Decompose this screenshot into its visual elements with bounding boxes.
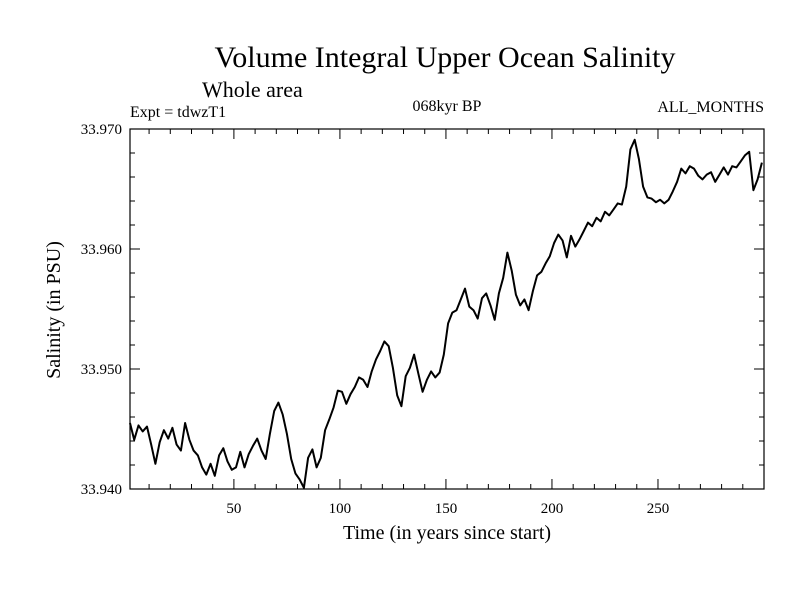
chart-subtitle: Whole area bbox=[202, 77, 303, 102]
series-layer bbox=[129, 138, 763, 489]
expt-label: Expt = tdwzT1 bbox=[130, 104, 226, 121]
months-label: ALL_MONTHS bbox=[657, 99, 764, 116]
x-tick-label: 50 bbox=[226, 501, 241, 517]
y-tick-label: 33.970 bbox=[81, 122, 122, 138]
y-tick-label: 33.960 bbox=[81, 242, 122, 258]
x-tick-label: 100 bbox=[329, 501, 352, 517]
period-label: 068kyr BP bbox=[413, 98, 482, 115]
y-axis: 33.940 33.950 33.960 33.970 bbox=[81, 122, 764, 498]
y-axis-label: Salinity (in PSU) bbox=[43, 241, 65, 379]
x-tick-label: 200 bbox=[541, 501, 564, 517]
salinity-series-line bbox=[129, 138, 763, 489]
x-tick-label: 150 bbox=[435, 501, 458, 517]
x-tick-label: 250 bbox=[647, 501, 670, 517]
plot-frame bbox=[129, 128, 765, 490]
y-tick-label: 33.950 bbox=[81, 362, 122, 378]
chart-title: Volume Integral Upper Ocean Salinity bbox=[215, 41, 676, 74]
x-axis: 50 100 150 200 250 bbox=[148, 129, 744, 517]
y-tick-label: 33.940 bbox=[81, 482, 122, 498]
x-axis-label: Time (in years since start) bbox=[343, 522, 551, 544]
